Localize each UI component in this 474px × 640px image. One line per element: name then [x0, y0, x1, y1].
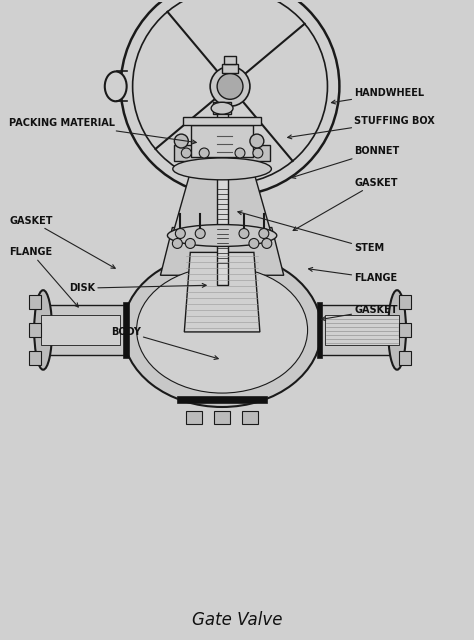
Text: FLANGE: FLANGE: [9, 248, 78, 307]
Circle shape: [253, 148, 263, 158]
Circle shape: [195, 228, 205, 239]
Circle shape: [175, 228, 185, 239]
Bar: [191, 125, 253, 157]
Bar: [213, 102, 231, 114]
Text: HANDWHEEL: HANDWHEEL: [331, 88, 424, 104]
Text: GASKET: GASKET: [293, 178, 398, 230]
Text: BODY: BODY: [111, 327, 218, 360]
Text: PACKING MATERIAL: PACKING MATERIAL: [9, 118, 196, 144]
Circle shape: [133, 0, 328, 184]
Polygon shape: [399, 351, 411, 365]
Ellipse shape: [137, 267, 308, 393]
Ellipse shape: [105, 72, 127, 101]
Bar: [222, 63, 238, 74]
Polygon shape: [184, 252, 260, 332]
Ellipse shape: [123, 253, 321, 407]
Circle shape: [185, 239, 195, 248]
Circle shape: [210, 67, 250, 106]
Polygon shape: [399, 295, 411, 309]
Text: DISK: DISK: [69, 283, 206, 293]
Bar: [41, 315, 120, 345]
Ellipse shape: [34, 290, 52, 370]
Ellipse shape: [167, 225, 277, 246]
Text: Gate Valve: Gate Valve: [192, 611, 282, 629]
Circle shape: [250, 134, 264, 148]
Circle shape: [217, 74, 243, 99]
Bar: [317, 302, 322, 358]
Circle shape: [174, 134, 188, 148]
Polygon shape: [29, 295, 41, 309]
Text: BONNET: BONNET: [292, 146, 400, 179]
Polygon shape: [29, 323, 41, 337]
Circle shape: [235, 148, 245, 158]
Bar: [217, 104, 228, 285]
Polygon shape: [186, 412, 202, 424]
Ellipse shape: [388, 290, 406, 370]
Ellipse shape: [211, 102, 233, 114]
Circle shape: [249, 239, 259, 248]
Polygon shape: [173, 169, 272, 236]
Circle shape: [199, 148, 209, 158]
Bar: [177, 396, 267, 403]
Polygon shape: [399, 323, 411, 337]
Bar: [183, 117, 261, 125]
Polygon shape: [242, 412, 258, 424]
Bar: [123, 302, 128, 358]
Polygon shape: [214, 412, 230, 424]
Circle shape: [262, 239, 272, 248]
Bar: [41, 305, 126, 355]
Circle shape: [239, 228, 249, 239]
Text: STUFFING BOX: STUFFING BOX: [288, 116, 435, 139]
Text: GASKET: GASKET: [321, 305, 398, 321]
Text: GASKET: GASKET: [9, 216, 115, 268]
Circle shape: [173, 239, 182, 248]
Text: STEM: STEM: [238, 211, 384, 253]
Text: FLANGE: FLANGE: [309, 268, 397, 284]
Circle shape: [259, 228, 269, 239]
Bar: [319, 305, 399, 355]
Circle shape: [182, 148, 191, 158]
Polygon shape: [29, 351, 41, 365]
Bar: [326, 315, 399, 345]
Ellipse shape: [173, 158, 272, 180]
Bar: [224, 56, 236, 63]
Polygon shape: [161, 228, 284, 275]
Bar: [174, 145, 270, 161]
